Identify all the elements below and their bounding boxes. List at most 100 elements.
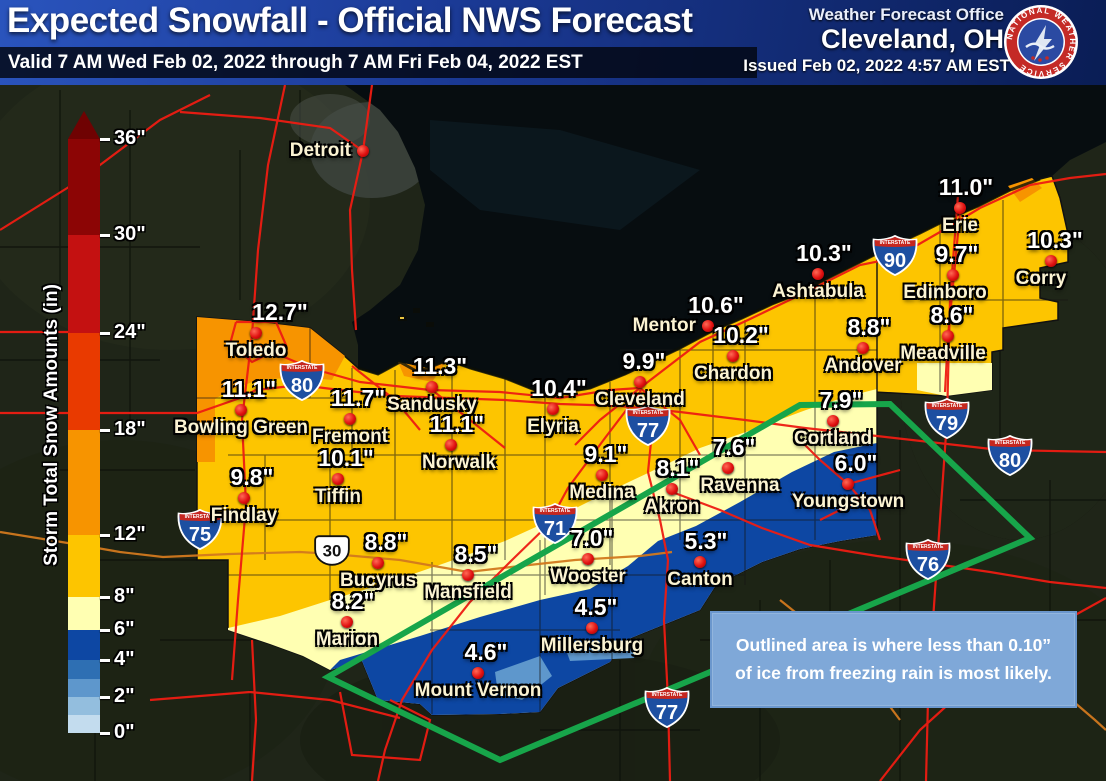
band-6-8 — [228, 389, 877, 715]
interstate-76-shield: INTERSTATE 76 — [905, 538, 952, 585]
interstate-77-shield: INTERSTATE 77 — [625, 404, 672, 451]
city-dot-findlay — [238, 492, 250, 504]
band-2-4 — [495, 656, 552, 700]
snow-scale-segment — [68, 697, 100, 715]
snowfall-value: 7.0" — [570, 525, 614, 551]
snow-scale-segment — [68, 235, 100, 333]
snowfall-value: 8.8" — [364, 529, 408, 555]
city-label: Meadville — [900, 343, 986, 364]
city-label: Ashtabula — [772, 281, 864, 302]
snow-scale-tick — [100, 696, 110, 699]
snowfall-value: 8.6" — [930, 302, 974, 328]
city-label: Elyria — [527, 416, 579, 437]
city-label: Marion — [315, 629, 379, 650]
snow-scale-tick — [100, 629, 110, 632]
svg-text:INTERSTATE: INTERSTATE — [995, 440, 1026, 446]
snow-scale-tick-label: 24" — [114, 321, 146, 344]
svg-text:80: 80 — [291, 375, 313, 397]
city-dot-mount-vernon — [472, 667, 484, 679]
interstate-90-shield: INTERSTATE 90 — [872, 234, 919, 281]
snowfall-value: 9.7" — [935, 241, 979, 267]
snowfall-value: 10.3" — [1027, 227, 1083, 253]
svg-text:71: 71 — [544, 518, 566, 540]
city-label: Millersburg — [540, 635, 644, 656]
city-dot-cleveland — [634, 376, 646, 388]
snowfall-value: 9.8" — [230, 464, 274, 490]
snow-scale-tick-label: 4" — [114, 648, 135, 671]
city-dot-tiffin — [332, 473, 344, 485]
snow-scale-tick — [100, 429, 110, 432]
interstate-79-shield: INTERSTATE 79 — [924, 397, 971, 444]
ice-annotation-line1: Outlined area is where less than 0.10” — [735, 635, 1052, 656]
city-label: Cortland — [793, 428, 873, 449]
snowfall-value: 10.1" — [318, 445, 374, 471]
snow-scale-tick-label: 30" — [114, 223, 146, 246]
snow-scale-tick-label: 18" — [114, 418, 146, 441]
city-label: Andover — [824, 355, 902, 376]
snowfall-value: 11.1" — [429, 411, 485, 437]
city-label: Sandusky — [387, 394, 477, 415]
city-label: Tiffin — [314, 486, 362, 507]
city-dot-bowling-green — [235, 404, 247, 416]
snow-scale-tick-label: 12" — [114, 523, 146, 546]
interstate-80-shield: INTERSTATE 80 — [279, 359, 326, 406]
wfo-location: Cleveland, OH — [820, 24, 1004, 55]
interstate-75-shield: INTERSTATE 75 — [177, 508, 224, 555]
city-dot-mansfield — [462, 569, 474, 581]
snowfall-value: 11.1" — [221, 376, 277, 402]
snowfall-value: 4.5" — [574, 594, 618, 620]
city-label: Bowling Green — [173, 417, 309, 438]
city-label: Cleveland — [595, 389, 685, 410]
city-dot-toledo — [250, 327, 262, 339]
city-dot-erie — [954, 202, 966, 214]
wfo-block: Weather Forecast Office Cleveland, OH — [809, 5, 1004, 54]
snow-scale-tick — [100, 534, 110, 537]
snowfall-value: 7.6" — [712, 434, 756, 460]
city-label: Bucyrus — [339, 570, 417, 591]
svg-text:INTERSTATE: INTERSTATE — [633, 410, 664, 416]
city-label: Findlay — [210, 505, 278, 526]
svg-text:75: 75 — [189, 524, 211, 546]
snowfall-value: 10.3" — [796, 240, 852, 266]
city-label: Medina — [569, 482, 635, 503]
lake-islands — [398, 308, 434, 327]
snowfall-value: 6.0" — [834, 450, 878, 476]
city-dot-ravenna — [722, 462, 734, 474]
snowfall-value: 8.5" — [454, 541, 498, 567]
city-label: Chardon — [693, 363, 773, 384]
snowfall-value: 9.9" — [622, 348, 666, 374]
city-label: Fremont — [312, 426, 388, 447]
city-dot-bucyrus — [372, 557, 384, 569]
city-label: Wooster — [550, 566, 626, 587]
city-label: Erie — [942, 215, 978, 236]
snow-scale-arrow — [68, 111, 100, 139]
snow-scale-tick-label: 2" — [114, 685, 135, 708]
snow-scale-tick — [100, 732, 110, 735]
svg-text:79: 79 — [936, 413, 958, 435]
city-label: Youngstown — [791, 491, 905, 512]
wfo-office-label: Weather Forecast Office — [808, 5, 1004, 24]
snowfall-value: 8.8" — [847, 314, 891, 340]
page-title: Expected Snowfall - Official NWS Forecas… — [7, 1, 693, 40]
svg-text:INTERSTATE: INTERSTATE — [540, 508, 571, 514]
snowfall-value: 7.9" — [819, 387, 863, 413]
city-label: Mansfield — [424, 582, 512, 603]
svg-text:INTERSTATE: INTERSTATE — [880, 240, 911, 246]
city-dot-canton — [694, 556, 706, 568]
city-dot-cortland — [827, 415, 839, 427]
ice-annotation-box: Outlined area is where less than 0.10” o… — [710, 611, 1077, 708]
snowfall-value: 5.3" — [684, 528, 728, 554]
city-label: Edinboro — [903, 282, 987, 303]
snow-scale-segment — [68, 679, 100, 697]
snow-scale-tick — [100, 138, 110, 141]
interstate-80-shield: INTERSTATE 80 — [987, 434, 1034, 481]
snow-scale-segment — [68, 333, 100, 430]
snow-scale-segment — [68, 660, 100, 679]
snowfall-value: 4.6" — [464, 639, 508, 665]
snowfall-value: 8.1" — [656, 455, 700, 481]
city-dot-corry — [1045, 255, 1057, 267]
city-dot-sandusky — [426, 381, 438, 393]
